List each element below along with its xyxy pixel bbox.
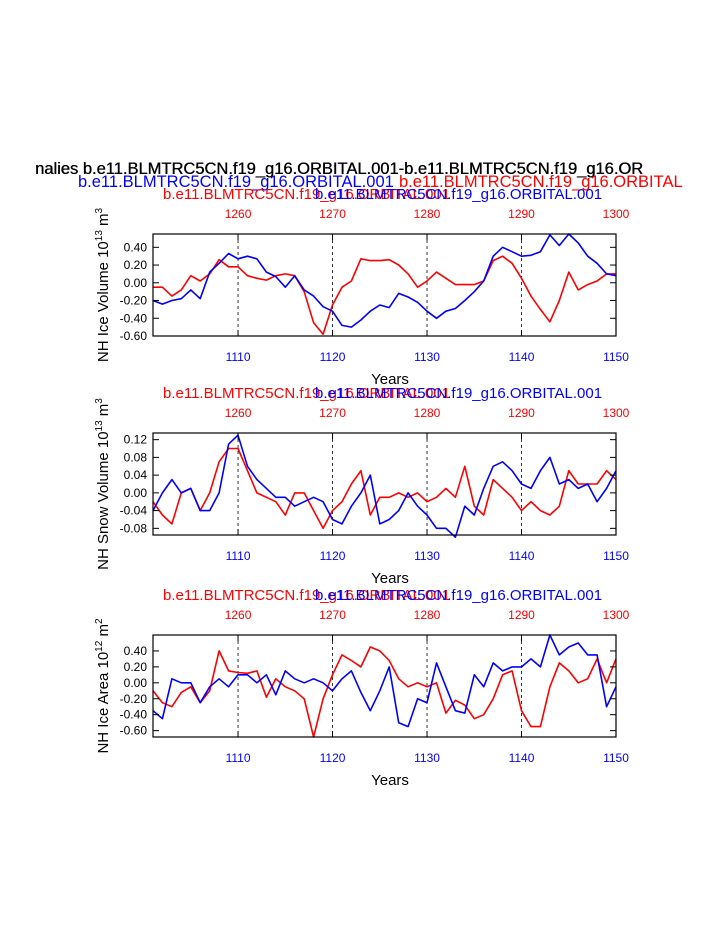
y-axis-label-part: m bbox=[95, 404, 112, 421]
x-tick-label-top: 1300 bbox=[603, 207, 630, 221]
panel-title-red: b.e11.BLMTRC5CN.f19_g16.ORBITAL.001 bbox=[163, 385, 450, 402]
figure-header: nalies b.e11.BLMTRC5CN.f19_g16.ORBITAL.0… bbox=[0, 0, 723, 200]
y-tick-label: -0.60 bbox=[120, 724, 148, 738]
series-line-red bbox=[152, 646, 617, 738]
panel-title-blue: b.e11.BLMTRC5CN.f19_g16.ORBITAL.001 bbox=[315, 186, 602, 203]
x-tick-label-bottom: 1120 bbox=[320, 350, 346, 364]
x-tick-label-bottom: 1130 bbox=[414, 549, 440, 563]
y-tick-label: 0.00 bbox=[124, 276, 148, 290]
x-tick-label-bottom: 1120 bbox=[320, 751, 346, 765]
y-tick-label: 0.40 bbox=[124, 644, 148, 658]
main-title: nalies b.e11.BLMTRC5CN.f19_g16.ORBITAL.0… bbox=[35, 160, 644, 178]
x-tick-label-top: 1260 bbox=[225, 608, 252, 622]
x-axis-label: Years bbox=[371, 570, 409, 587]
x-tick-label-bottom: 1110 bbox=[226, 549, 251, 563]
y-axis-label-part: NH Ice Area 10 bbox=[95, 652, 112, 754]
y-tick-label: -0.60 bbox=[120, 329, 148, 343]
x-tick-label-bottom: 1140 bbox=[509, 549, 535, 563]
y-axis-label-part: NH Snow Volume 10 bbox=[95, 431, 112, 569]
series-line-red bbox=[153, 255, 616, 336]
y-tick-label: 0.20 bbox=[124, 660, 148, 674]
x-tick-label-bottom: 1150 bbox=[603, 350, 629, 364]
y-tick-label: -0.04 bbox=[120, 504, 148, 518]
series-line-blue bbox=[152, 233, 617, 328]
series-line-blue bbox=[152, 634, 617, 728]
y-axis-label-part: 3 bbox=[94, 398, 105, 404]
y-tick-label: 0.08 bbox=[124, 450, 148, 464]
x-tick-label-top: 1270 bbox=[319, 608, 346, 622]
x-tick-label-bottom: 1150 bbox=[603, 751, 629, 765]
x-tick-label-bottom: 1150 bbox=[603, 549, 629, 563]
y-tick-label: 0.40 bbox=[124, 240, 148, 254]
y-axis-label-part: NH Ice Volume 10 bbox=[95, 241, 112, 362]
y-tick-label: 0.12 bbox=[124, 433, 148, 447]
x-tick-label-bottom: 1140 bbox=[509, 350, 535, 364]
x-tick-label-bottom: 1130 bbox=[414, 350, 440, 364]
plot-frame bbox=[152, 233, 617, 337]
x-tick-label-top: 1260 bbox=[225, 207, 252, 221]
x-tick-label-top: 1290 bbox=[508, 608, 535, 622]
y-axis-label-part: 2 bbox=[94, 618, 105, 624]
x-tick-label-top: 1260 bbox=[225, 406, 252, 420]
x-tick-label-top: 1280 bbox=[414, 207, 441, 221]
y-axis-label: NH Ice Area 1012 m2 bbox=[94, 618, 112, 754]
x-tick-label-top: 1270 bbox=[319, 406, 346, 420]
subtitle-red: b.e11.BLMTRC5CN.f19_g16.ORBITAL bbox=[399, 173, 683, 191]
x-tick-label-bottom: 1130 bbox=[414, 751, 440, 765]
y-tick-label: 0.20 bbox=[124, 258, 148, 272]
y-axis-label-part: m bbox=[95, 213, 112, 230]
x-axis-label: Years bbox=[371, 371, 409, 388]
x-tick-label-top: 1290 bbox=[508, 406, 535, 420]
y-tick-label: -0.08 bbox=[120, 521, 148, 535]
series-line-red bbox=[152, 447, 617, 530]
y-axis-label-part: m bbox=[95, 624, 112, 641]
y-axis-label-part: 13 bbox=[94, 420, 105, 432]
y-axis-label-part: 12 bbox=[94, 640, 105, 652]
x-tick-label-bottom: 1140 bbox=[509, 751, 535, 765]
x-tick-label-top: 1280 bbox=[414, 406, 441, 420]
y-tick-label: 0.00 bbox=[124, 676, 148, 690]
x-tick-label-top: 1280 bbox=[414, 608, 441, 622]
x-tick-label-bottom: 1120 bbox=[320, 549, 346, 563]
chart-panel-2: 0.12 0.08 0.04 0.00 -0.04 -0.08 1110 1120 1130 11… bbox=[94, 385, 630, 587]
x-tick-label-bottom: 1110 bbox=[226, 350, 251, 364]
y-tick-label: -0.40 bbox=[120, 311, 148, 325]
y-axis-label: NH Ice Volume 1013 m3 bbox=[94, 207, 112, 362]
y-tick-label: -0.40 bbox=[120, 708, 148, 722]
series-line-blue bbox=[152, 434, 617, 539]
panel-title-blue: b.e11.BLMTRC5CN.f19_g16.ORBITAL.001 bbox=[315, 587, 602, 604]
x-tick-label-bottom: 1110 bbox=[226, 751, 251, 765]
y-tick-label: 0.04 bbox=[124, 468, 148, 482]
panel-title-blue: b.e11.BLMTRC5CN.f19_g16.ORBITAL.001 bbox=[315, 385, 602, 402]
x-axis-label: Years bbox=[371, 772, 409, 789]
chart-panel-3: 0.40 0.20 0.00 -0.20 -0.40 -0.60 1110 1120 1130 1… bbox=[94, 587, 630, 789]
y-axis-label: NH Snow Volume 1013 m3 bbox=[94, 398, 112, 570]
chart-panel-1: 0.40 0.20 0.00 -0.20 -0.40 -0.60 1110 1120 1130 1… bbox=[94, 186, 630, 388]
y-tick-label: -0.20 bbox=[120, 294, 148, 308]
x-tick-label-top: 1300 bbox=[603, 608, 630, 622]
plot-frame bbox=[152, 634, 617, 738]
x-tick-label-top: 1290 bbox=[508, 207, 535, 221]
x-tick-label-top: 1300 bbox=[603, 406, 630, 420]
y-tick-label: -0.20 bbox=[120, 692, 148, 706]
y-axis-label-part: 13 bbox=[94, 230, 105, 242]
subtitle-blue: b.e11.BLMTRC5CN.f19_g16.ORBITAL.001 bbox=[78, 173, 394, 191]
panel-title-red: b.e11.BLMTRC5CN.f19_g16.ORBITAL.001 bbox=[163, 587, 450, 604]
y-tick-label: 0.00 bbox=[124, 486, 148, 500]
x-tick-label-top: 1270 bbox=[319, 207, 346, 221]
plot-frame bbox=[152, 432, 617, 536]
panel-title-red: b.e11.BLMTRC5CN.f19_g16.ORBITAL.001 bbox=[163, 186, 450, 203]
y-axis-label-part: 3 bbox=[94, 207, 105, 213]
